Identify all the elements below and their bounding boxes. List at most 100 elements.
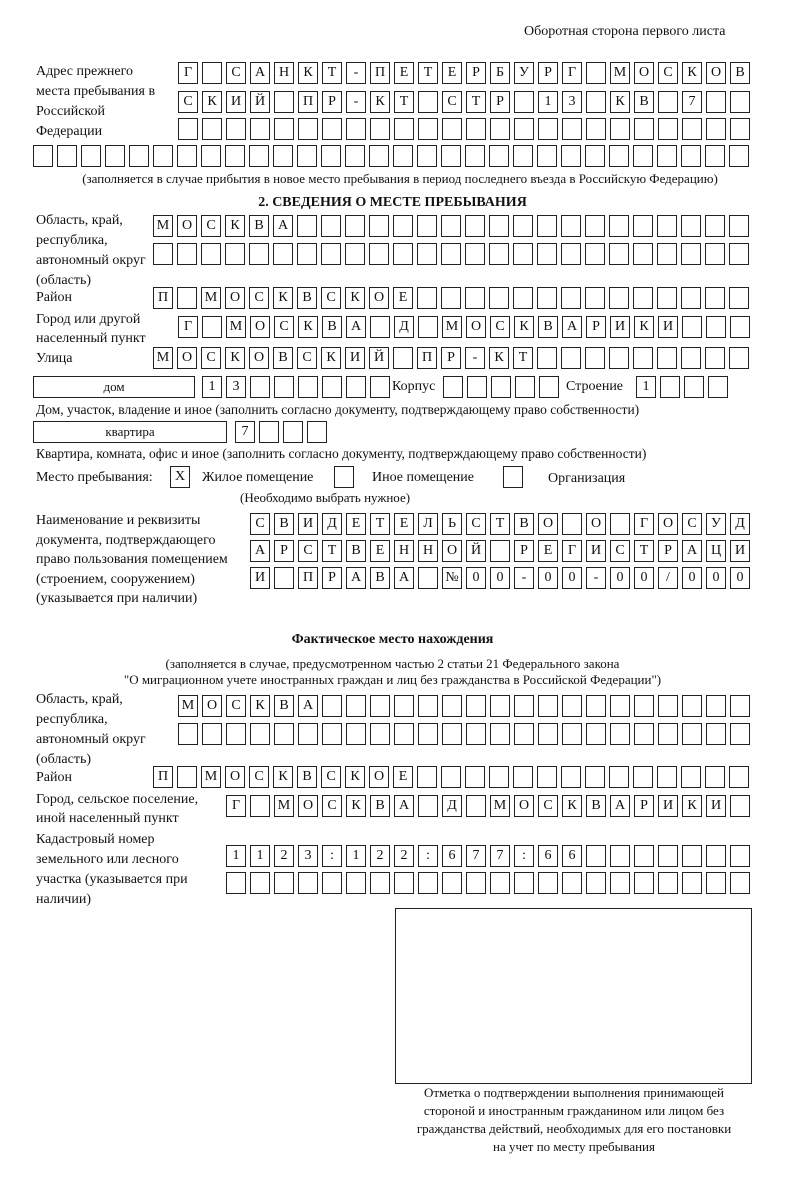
letter-cell[interactable]: И — [586, 540, 606, 562]
letter-cell[interactable]: Т — [322, 62, 342, 84]
letter-cell[interactable]: Г — [178, 62, 198, 84]
letter-cell[interactable] — [513, 145, 533, 167]
letter-cell[interactable]: А — [273, 215, 293, 237]
letter-cell[interactable] — [418, 723, 438, 745]
letter-cell[interactable]: Р — [322, 567, 342, 589]
letter-cell[interactable]: И — [658, 795, 678, 817]
letter-cell[interactable] — [393, 215, 413, 237]
letter-cell[interactable] — [706, 845, 726, 867]
letter-cell[interactable] — [610, 845, 630, 867]
letter-cell[interactable]: 1 — [250, 845, 270, 867]
letter-cell[interactable] — [660, 376, 680, 398]
letter-cell[interactable] — [730, 118, 750, 140]
letter-cell[interactable] — [538, 723, 558, 745]
letter-cell[interactable] — [705, 145, 725, 167]
letter-cell[interactable]: С — [658, 62, 678, 84]
letter-cell[interactable]: В — [586, 795, 606, 817]
letter-cell[interactable] — [634, 695, 654, 717]
letter-cell[interactable] — [682, 723, 702, 745]
letter-cell[interactable] — [538, 695, 558, 717]
letter-cell[interactable] — [345, 243, 365, 265]
letter-cell[interactable] — [249, 243, 269, 265]
letter-cell[interactable]: М — [274, 795, 294, 817]
letter-cell[interactable] — [418, 872, 438, 894]
letter-cell[interactable] — [226, 723, 246, 745]
letter-cell[interactable] — [729, 766, 749, 788]
letter-cell[interactable] — [610, 872, 630, 894]
letter-cell[interactable] — [609, 347, 629, 369]
letter-cell[interactable] — [514, 91, 534, 113]
letter-cell[interactable] — [537, 287, 557, 309]
letter-cell[interactable]: Д — [730, 513, 750, 535]
letter-cell[interactable]: № — [442, 567, 462, 589]
letter-cell[interactable]: Е — [393, 766, 413, 788]
letter-cell[interactable]: П — [153, 766, 173, 788]
letter-cell[interactable]: У — [706, 513, 726, 535]
organization-checkbox[interactable] — [503, 466, 523, 488]
letter-cell[interactable] — [225, 243, 245, 265]
letter-cell[interactable] — [226, 872, 246, 894]
letter-cell[interactable]: В — [346, 540, 366, 562]
letter-cell[interactable] — [609, 145, 629, 167]
letter-cell[interactable] — [657, 215, 677, 237]
letter-cell[interactable] — [561, 287, 581, 309]
letter-cell[interactable] — [537, 347, 557, 369]
letter-cell[interactable] — [585, 145, 605, 167]
letter-cell[interactable] — [417, 215, 437, 237]
letter-cell[interactable]: П — [370, 62, 390, 84]
letter-cell[interactable] — [561, 766, 581, 788]
letter-cell[interactable]: Е — [393, 287, 413, 309]
letter-cell[interactable] — [345, 145, 365, 167]
letter-cell[interactable] — [465, 145, 485, 167]
letter-cell[interactable] — [658, 723, 678, 745]
letter-cell[interactable] — [283, 421, 303, 443]
letter-cell[interactable] — [441, 243, 461, 265]
letter-cell[interactable] — [490, 118, 510, 140]
letter-cell[interactable] — [681, 243, 701, 265]
letter-cell[interactable]: П — [417, 347, 437, 369]
letter-cell[interactable]: Т — [322, 540, 342, 562]
letter-cell[interactable] — [729, 145, 749, 167]
letter-cell[interactable] — [225, 145, 245, 167]
residential-checkbox[interactable]: X — [170, 466, 190, 488]
letter-cell[interactable]: С — [178, 91, 198, 113]
letter-cell[interactable]: 1 — [226, 845, 246, 867]
letter-cell[interactable] — [274, 872, 294, 894]
letter-cell[interactable] — [706, 872, 726, 894]
letter-cell[interactable] — [370, 316, 390, 338]
letter-cell[interactable] — [417, 287, 437, 309]
letter-cell[interactable]: Е — [346, 513, 366, 535]
letter-cell[interactable]: Р — [538, 62, 558, 84]
letter-cell[interactable] — [585, 347, 605, 369]
letter-cell[interactable]: О — [177, 215, 197, 237]
letter-cell[interactable]: Г — [634, 513, 654, 535]
letter-cell[interactable] — [273, 145, 293, 167]
letter-cell[interactable]: Л — [418, 513, 438, 535]
letter-cell[interactable]: И — [250, 567, 270, 589]
letter-cell[interactable] — [417, 145, 437, 167]
letter-cell[interactable]: С — [249, 766, 269, 788]
letter-cell[interactable] — [274, 723, 294, 745]
letter-cell[interactable] — [322, 723, 342, 745]
letter-cell[interactable]: О — [466, 316, 486, 338]
apartment-type-field[interactable]: квартира — [33, 421, 227, 443]
letter-cell[interactable]: К — [370, 91, 390, 113]
letter-cell[interactable] — [466, 795, 486, 817]
letter-cell[interactable] — [273, 243, 293, 265]
letter-cell[interactable] — [417, 766, 437, 788]
letter-cell[interactable]: П — [153, 287, 173, 309]
letter-cell[interactable] — [417, 243, 437, 265]
letter-cell[interactable] — [307, 421, 327, 443]
letter-cell[interactable] — [514, 118, 534, 140]
letter-cell[interactable] — [465, 243, 485, 265]
letter-cell[interactable]: М — [153, 215, 173, 237]
letter-cell[interactable]: Н — [418, 540, 438, 562]
letter-cell[interactable] — [489, 766, 509, 788]
letter-cell[interactable]: 7 — [490, 845, 510, 867]
letter-cell[interactable]: Р — [514, 540, 534, 562]
letter-cell[interactable] — [274, 118, 294, 140]
letter-cell[interactable]: О — [298, 795, 318, 817]
letter-cell[interactable]: В — [634, 91, 654, 113]
letter-cell[interactable] — [274, 567, 294, 589]
letter-cell[interactable] — [177, 287, 197, 309]
